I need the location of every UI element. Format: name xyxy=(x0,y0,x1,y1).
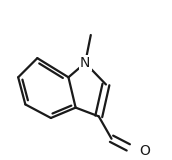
Text: N: N xyxy=(80,56,90,70)
Text: O: O xyxy=(139,144,150,158)
